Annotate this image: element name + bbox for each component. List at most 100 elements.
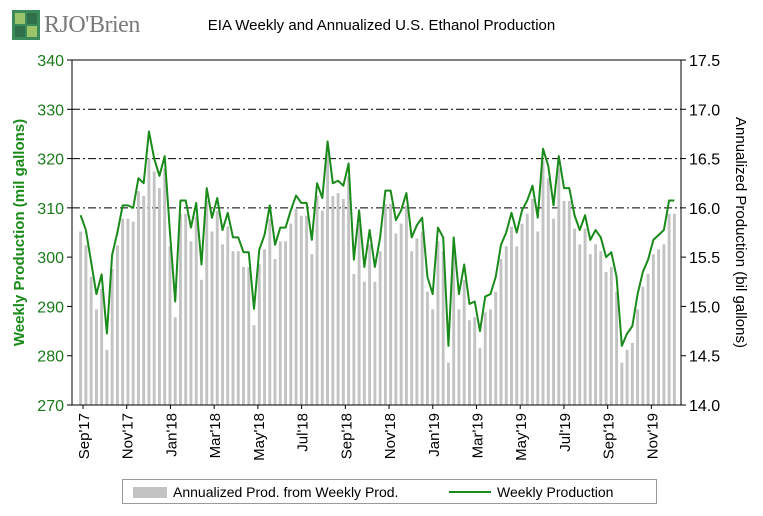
x-tick-label: Mar'19 bbox=[469, 413, 486, 458]
bar-annualized bbox=[452, 251, 456, 405]
bar-annualized bbox=[115, 245, 119, 405]
bar-annualized bbox=[263, 249, 266, 405]
bar-annualized bbox=[420, 231, 424, 405]
bar-annualized bbox=[200, 279, 203, 405]
left-y-tick-label: 320 bbox=[37, 152, 64, 169]
company-logo: RJO'Brien bbox=[10, 8, 160, 48]
bar-annualized bbox=[257, 264, 261, 405]
x-tick-label: Jul'19 bbox=[557, 413, 574, 452]
bar-annualized bbox=[331, 196, 335, 405]
bar-annualized bbox=[357, 223, 361, 405]
bar-annualized bbox=[657, 249, 661, 405]
bar-annualized bbox=[247, 267, 251, 405]
bar-annualized bbox=[578, 244, 582, 405]
bar-annualized bbox=[567, 200, 571, 405]
bar-annualized bbox=[252, 325, 256, 405]
bar-annualized bbox=[152, 171, 156, 405]
bar-annualized bbox=[352, 273, 356, 405]
x-tick-label: Nov'19 bbox=[644, 413, 661, 459]
bar-annualized bbox=[667, 213, 671, 405]
left-axis-title: Weekly Production (mil gallons) bbox=[11, 119, 28, 346]
x-tick-label: Sep'18 bbox=[338, 413, 355, 459]
left-y-tick-label: 300 bbox=[37, 250, 64, 267]
bar-annualized bbox=[320, 210, 324, 405]
bar-annualized bbox=[468, 320, 471, 405]
bar-annualized bbox=[504, 246, 508, 405]
bar-annualized bbox=[625, 349, 629, 405]
bar-annualized bbox=[609, 267, 613, 405]
x-tick-label: May'19 bbox=[513, 413, 530, 461]
bar-annualized bbox=[305, 215, 309, 405]
bar-annualized bbox=[184, 213, 188, 405]
legend-item-weekly: Weekly Production bbox=[449, 484, 649, 500]
bar-annualized bbox=[615, 291, 619, 405]
bar-annualized bbox=[383, 203, 387, 405]
bar-annualized bbox=[336, 193, 340, 405]
bar-annualized bbox=[636, 309, 640, 405]
line-weekly-production bbox=[79, 130, 675, 347]
left-y-tick-label: 330 bbox=[37, 102, 64, 119]
bar-annualized bbox=[478, 347, 482, 405]
bar-annualized bbox=[168, 246, 172, 405]
bar-annualized bbox=[378, 251, 382, 405]
right-y-tick-label: 15.0 bbox=[689, 299, 720, 316]
bar-annualized bbox=[299, 215, 303, 405]
bar-annualized bbox=[126, 218, 130, 405]
legend-item-annualized: Annualized Prod. from Weekly Prod. bbox=[133, 484, 463, 500]
right-axis-title: Annualized Production (bil gallons) bbox=[732, 117, 749, 348]
bar-annualized bbox=[121, 218, 125, 405]
bar-annualized bbox=[425, 291, 429, 405]
bar-annualized bbox=[410, 251, 414, 405]
bar-annualized bbox=[210, 231, 214, 405]
bar-annualized bbox=[94, 309, 98, 405]
bar-annualized bbox=[341, 198, 345, 405]
bar-annualized bbox=[189, 241, 193, 405]
bar-annualized bbox=[226, 226, 230, 405]
legend-label-weekly: Weekly Production bbox=[497, 484, 614, 500]
bar-annualized bbox=[646, 273, 650, 405]
bar-annualized bbox=[84, 245, 88, 405]
bar-annualized bbox=[142, 196, 146, 405]
bar-annualized bbox=[231, 251, 235, 405]
bar-annualized bbox=[483, 312, 487, 405]
bar-annualized bbox=[520, 223, 524, 405]
bar-annualized bbox=[326, 153, 330, 405]
x-tick-label: Jan'19 bbox=[426, 413, 443, 457]
bar-annualized bbox=[562, 200, 566, 405]
bar-annualized bbox=[289, 223, 293, 405]
bar-annualized bbox=[347, 176, 351, 405]
right-y-tick-label: 17.0 bbox=[689, 102, 720, 119]
left-y-tick-label: 310 bbox=[37, 201, 64, 218]
chart-title: EIA Weekly and Annualized U.S. Ethanol P… bbox=[207, 17, 556, 34]
x-tick-label: Sep'17 bbox=[76, 413, 93, 459]
chart: 270 280 290 300 310 320 330 340 14.0 14.5 15.0 15.5… bbox=[11, 53, 749, 461]
right-y-tick-label: 16.0 bbox=[689, 201, 720, 218]
bar-annualized bbox=[573, 228, 576, 405]
left-y-tick-label: 290 bbox=[37, 299, 64, 316]
bar-annualized bbox=[215, 210, 219, 405]
x-tick-label: May'18 bbox=[251, 413, 268, 461]
bar-annualized bbox=[373, 281, 377, 405]
bar-annualized bbox=[294, 208, 298, 405]
x-tick-label: Nov'18 bbox=[382, 413, 399, 459]
bar-annualized bbox=[362, 281, 366, 405]
bar-annualized bbox=[536, 231, 540, 405]
bar-annualized bbox=[194, 216, 198, 405]
bar-annualized bbox=[399, 223, 403, 405]
legend: Annualized Prod. from Weekly Prod. Weekl… bbox=[122, 479, 657, 504]
bar-annualized bbox=[158, 188, 161, 405]
bar-annualized bbox=[136, 191, 140, 405]
bar-annualized bbox=[284, 241, 287, 405]
bar-annualized bbox=[441, 251, 445, 405]
bar-annualized bbox=[310, 254, 314, 405]
right-y-tick-label: 17.5 bbox=[689, 53, 720, 70]
bar-annualized bbox=[557, 168, 561, 405]
bar-annualized bbox=[147, 158, 151, 405]
bar-annualized bbox=[583, 228, 587, 405]
bar-annualized bbox=[494, 291, 498, 405]
bar-annualized bbox=[473, 317, 477, 405]
bar-annualized bbox=[436, 241, 440, 405]
bar-annualized bbox=[489, 309, 492, 405]
bar-annualized bbox=[620, 362, 624, 405]
bar-annualized bbox=[415, 238, 419, 405]
